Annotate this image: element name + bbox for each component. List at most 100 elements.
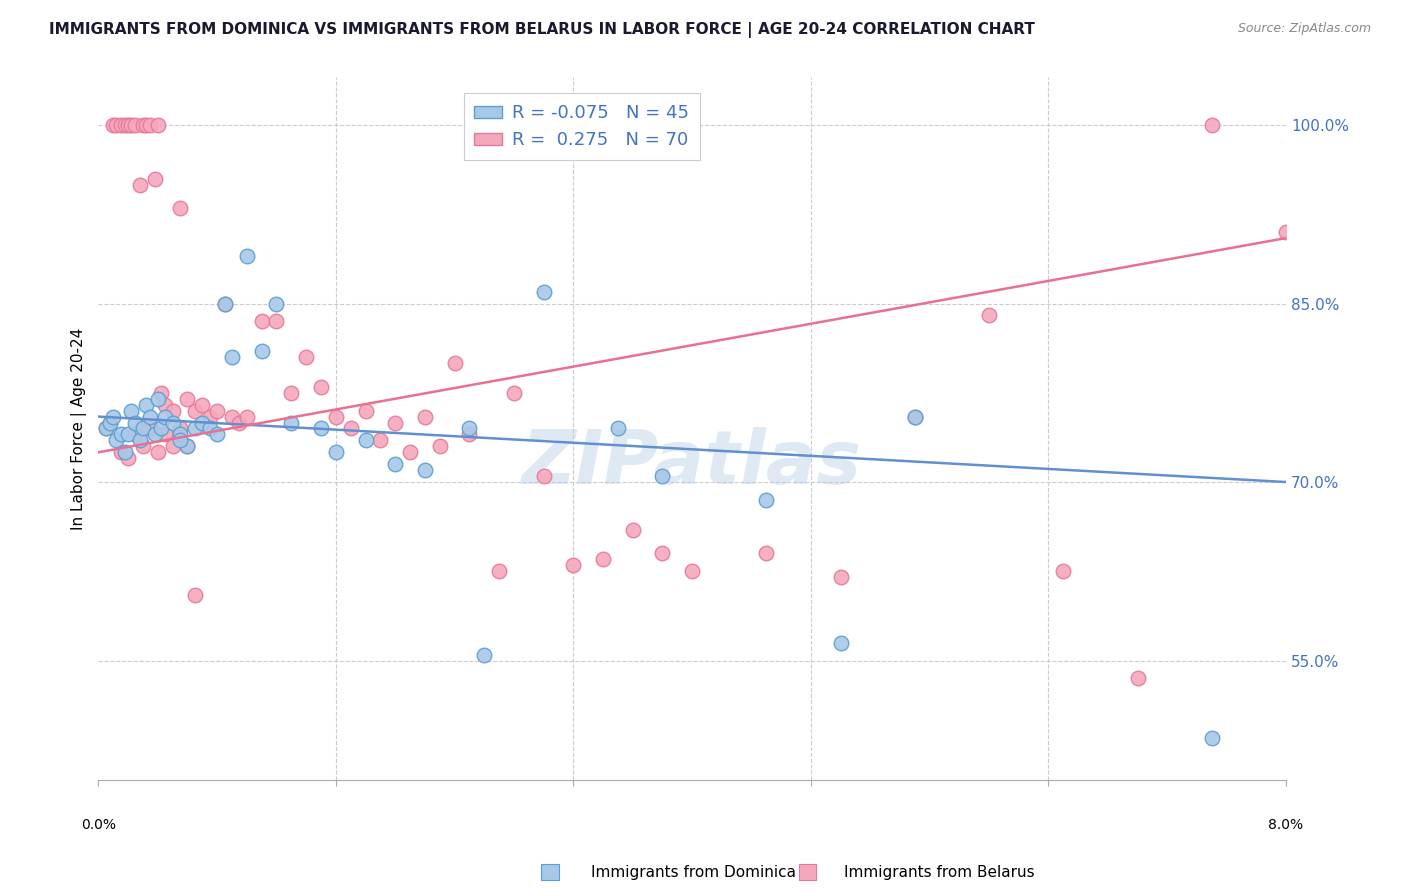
Point bbox=[98, 416, 121, 430]
Point bbox=[592, 552, 614, 566]
Point bbox=[132, 421, 155, 435]
Point bbox=[117, 427, 139, 442]
Point bbox=[354, 403, 377, 417]
Point bbox=[221, 409, 243, 424]
Point bbox=[533, 469, 555, 483]
Point bbox=[1201, 118, 1223, 132]
Point bbox=[325, 445, 347, 459]
Point bbox=[153, 409, 176, 424]
Point bbox=[98, 416, 121, 430]
Point bbox=[184, 403, 207, 417]
Point bbox=[94, 421, 117, 435]
Point bbox=[153, 398, 176, 412]
Point bbox=[309, 421, 332, 435]
Point bbox=[370, 434, 392, 448]
Point bbox=[399, 445, 422, 459]
Point bbox=[205, 427, 228, 442]
Text: 0.0%: 0.0% bbox=[82, 818, 115, 832]
Point bbox=[354, 434, 377, 448]
Point bbox=[135, 398, 157, 412]
Point bbox=[184, 588, 207, 602]
Point bbox=[977, 309, 1000, 323]
Point bbox=[143, 171, 166, 186]
Point bbox=[162, 416, 184, 430]
Point bbox=[904, 409, 927, 424]
Point bbox=[429, 439, 451, 453]
Point bbox=[458, 427, 481, 442]
Point bbox=[169, 427, 191, 442]
Point bbox=[198, 409, 221, 424]
Point bbox=[103, 118, 125, 132]
Point bbox=[162, 439, 184, 453]
Point bbox=[149, 421, 172, 435]
Point bbox=[413, 463, 436, 477]
Point bbox=[236, 409, 259, 424]
Point bbox=[309, 380, 332, 394]
Point bbox=[295, 350, 318, 364]
Point bbox=[830, 635, 852, 649]
Point bbox=[621, 523, 644, 537]
Point bbox=[755, 546, 778, 560]
Point bbox=[110, 445, 132, 459]
Point bbox=[1201, 731, 1223, 745]
Point bbox=[1052, 564, 1074, 578]
Point bbox=[110, 427, 132, 442]
Point bbox=[1275, 225, 1298, 239]
Point bbox=[533, 285, 555, 299]
Point bbox=[458, 421, 481, 435]
Point bbox=[339, 421, 361, 435]
Point bbox=[143, 427, 166, 442]
Point bbox=[120, 403, 142, 417]
Point bbox=[384, 457, 406, 471]
Text: Immigrants from Belarus: Immigrants from Belarus bbox=[844, 865, 1035, 880]
Point bbox=[120, 118, 142, 132]
Legend: R = -0.075   N = 45, R =  0.275   N = 70: R = -0.075 N = 45, R = 0.275 N = 70 bbox=[464, 94, 700, 161]
Point bbox=[146, 118, 169, 132]
Point bbox=[162, 403, 184, 417]
Point bbox=[124, 427, 146, 442]
Point bbox=[176, 439, 198, 453]
Point bbox=[443, 356, 465, 370]
Point bbox=[132, 439, 155, 453]
Point bbox=[325, 409, 347, 424]
Point bbox=[280, 416, 302, 430]
Point bbox=[250, 314, 273, 328]
Point bbox=[221, 350, 243, 364]
Point bbox=[250, 344, 273, 359]
Point bbox=[280, 385, 302, 400]
Point bbox=[184, 421, 207, 435]
Point bbox=[135, 118, 157, 132]
Point bbox=[146, 445, 169, 459]
Point bbox=[153, 427, 176, 442]
Point bbox=[110, 118, 132, 132]
Point bbox=[191, 398, 214, 412]
Point bbox=[149, 385, 172, 400]
Point bbox=[124, 118, 146, 132]
Point bbox=[214, 296, 236, 310]
Point bbox=[146, 392, 169, 406]
Point bbox=[488, 564, 510, 578]
Point bbox=[755, 492, 778, 507]
Point bbox=[176, 439, 198, 453]
Point bbox=[139, 421, 162, 435]
Point bbox=[191, 416, 214, 430]
Point bbox=[103, 409, 125, 424]
Point bbox=[236, 249, 259, 263]
Point bbox=[904, 409, 927, 424]
Point bbox=[198, 421, 221, 435]
Point bbox=[117, 451, 139, 466]
Point bbox=[139, 409, 162, 424]
Text: Immigrants from Dominica: Immigrants from Dominica bbox=[591, 865, 796, 880]
Point bbox=[1126, 671, 1149, 685]
Point bbox=[129, 434, 152, 448]
Point bbox=[169, 434, 191, 448]
Point bbox=[651, 469, 673, 483]
Y-axis label: In Labor Force | Age 20-24: In Labor Force | Age 20-24 bbox=[72, 327, 87, 530]
Point bbox=[124, 416, 146, 430]
Point bbox=[830, 570, 852, 584]
Point bbox=[651, 546, 673, 560]
Point bbox=[472, 648, 495, 662]
Point bbox=[681, 564, 703, 578]
Text: IMMIGRANTS FROM DOMINICA VS IMMIGRANTS FROM BELARUS IN LABOR FORCE | AGE 20-24 C: IMMIGRANTS FROM DOMINICA VS IMMIGRANTS F… bbox=[49, 22, 1035, 38]
Point bbox=[117, 118, 139, 132]
